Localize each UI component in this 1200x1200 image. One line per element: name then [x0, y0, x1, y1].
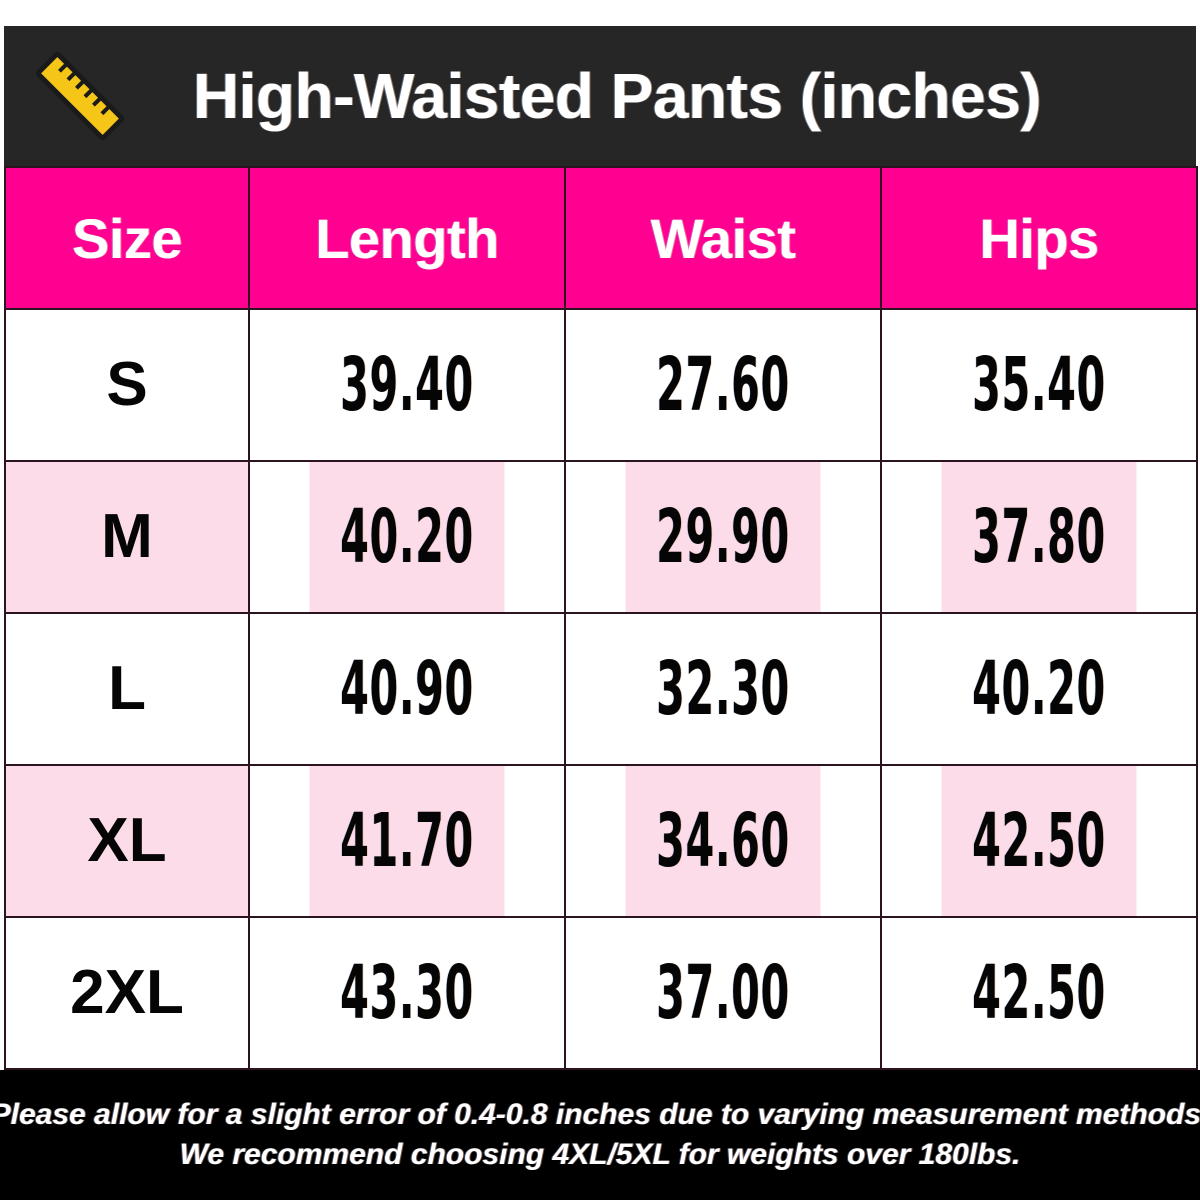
cell-waist: 29.90 [624, 460, 822, 614]
cell-waist: 34.60 [624, 764, 822, 918]
cell-size: XL [4, 764, 250, 918]
size-chart-table: Size Length Waist Hips S 39.40 27.60 35.… [4, 166, 1198, 1070]
cell-hips: 42.50 [940, 764, 1138, 918]
table-row: 2XL 43.30 37.00 42.50 [4, 916, 1197, 1070]
column-header-hips: Hips [880, 166, 1198, 310]
column-header-length: Length [248, 166, 566, 310]
cell-waist: 27.60 [624, 308, 822, 462]
cell-length: 39.40 [308, 308, 506, 462]
cell-length: 40.20 [308, 460, 506, 614]
cell-size: L [4, 612, 250, 766]
table-row: M 40.20 29.90 37.80 [4, 460, 1197, 614]
table-row: XL 41.70 34.60 42.50 [4, 764, 1197, 918]
cell-size: 2XL [4, 916, 250, 1070]
cell-length: 40.90 [308, 612, 506, 766]
table-body: S 39.40 27.60 35.40 M 40.20 29.90 37.80 … [4, 308, 1197, 1070]
cell-size: M [4, 460, 250, 614]
table-row: L 40.90 32.30 40.20 [4, 612, 1197, 766]
cell-hips: 37.80 [940, 460, 1138, 614]
ruler-icon [35, 51, 125, 141]
chart-title-bar: High-Waisted Pants (inches) [4, 26, 1196, 166]
footer-note: Please allow for a slight error of 0.4-0… [0, 1070, 1200, 1200]
cell-waist: 32.30 [624, 612, 822, 766]
cell-hips: 42.50 [940, 916, 1138, 1070]
footer-line-1: Please allow for a slight error of 0.4-0… [0, 1097, 1200, 1131]
cell-hips: 35.40 [940, 308, 1138, 462]
table-header: Size Length Waist Hips [4, 166, 1198, 310]
column-header-size: Size [4, 166, 250, 310]
table-row: S 39.40 27.60 35.40 [4, 308, 1197, 462]
cell-waist: 37.00 [624, 916, 822, 1070]
column-header-waist: Waist [564, 166, 882, 310]
cell-length: 41.70 [308, 764, 506, 918]
cell-length: 43.30 [308, 916, 506, 1070]
table-header-row: Size Length Waist Hips [4, 166, 1198, 310]
page-title: High-Waisted Pants (inches) [192, 60, 1042, 132]
footer-line-2: We recommend choosing 4XL/5XL for weight… [179, 1138, 1021, 1171]
cell-size: S [4, 308, 250, 462]
cell-hips: 40.20 [940, 612, 1138, 766]
